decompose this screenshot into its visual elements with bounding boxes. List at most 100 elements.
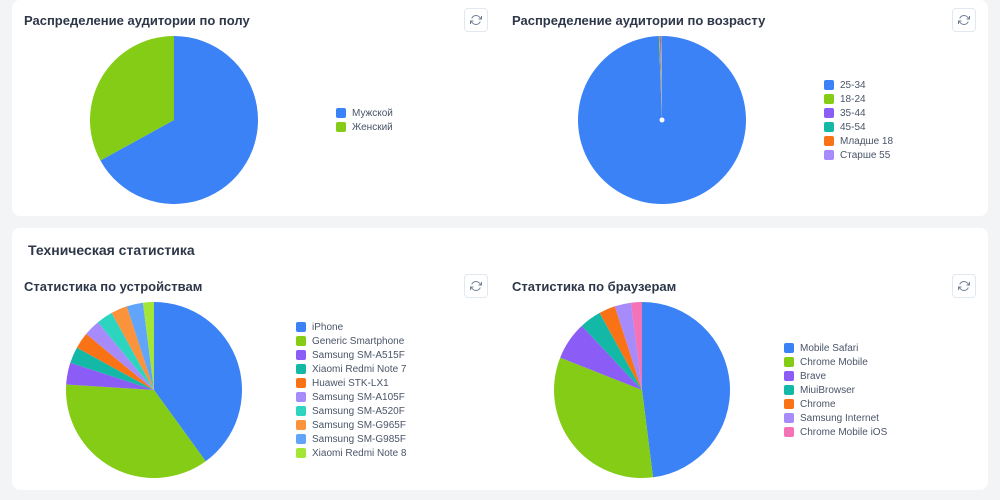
legend-label: Женский: [352, 122, 393, 133]
legend-item[interactable]: Samsung SM-A515F: [296, 350, 406, 361]
legend-item[interactable]: 35-44: [824, 108, 893, 119]
legend-label: Мужской: [352, 108, 393, 119]
legend-item[interactable]: Brave: [784, 371, 887, 382]
devices-header: Статистика по устройствам: [24, 274, 488, 298]
legend-swatch: [296, 434, 306, 444]
legend-label: Старше 55: [840, 150, 890, 161]
age-chart-body: 25-34 18-24 35-44 45-54 Младше 18 Старше 55: [512, 36, 976, 204]
legend-item[interactable]: Mobile Safari: [784, 343, 887, 354]
legend-label: Chrome Mobile iOS: [800, 427, 887, 438]
legend-swatch: [296, 336, 306, 346]
legend-swatch: [824, 108, 834, 118]
legend-swatch: [296, 350, 306, 360]
legend-item[interactable]: Xiaomi Redmi Note 7: [296, 364, 406, 375]
legend-label: Samsung SM-A520F: [312, 406, 405, 417]
refresh-icon: [470, 14, 482, 26]
legend-label: 45-54: [840, 122, 866, 133]
legend-label: Chrome: [800, 399, 836, 410]
devices-chart-body: iPhone Generic Smartphone Samsung SM-A515F…: [24, 302, 488, 478]
legend-swatch: [824, 136, 834, 146]
audience-row: Распределение аудитории по полу Мужской Ж…: [12, 0, 988, 216]
devices-refresh-button[interactable]: [464, 274, 488, 298]
legend-item[interactable]: Samsung SM-G965F: [296, 420, 406, 431]
legend-label: 25-34: [840, 80, 866, 91]
age-pie-chart: [512, 36, 812, 204]
legend-label: iPhone: [312, 322, 343, 333]
legend-item[interactable]: Женский: [336, 122, 393, 133]
age-header: Распределение аудитории по возрасту: [512, 8, 976, 32]
legend-label: Generic Smartphone: [312, 336, 404, 347]
browsers-legend: Mobile Safari Chrome Mobile Brave MiuiBrows…: [772, 340, 887, 441]
legend-item[interactable]: Samsung SM-G985F: [296, 434, 406, 445]
legend-label: 35-44: [840, 108, 866, 119]
legend-swatch: [824, 122, 834, 132]
gender-pie-chart: [24, 36, 324, 204]
legend-label: MiuiBrowser: [800, 385, 855, 396]
tech-section-title: Техническая статистика: [12, 228, 988, 266]
legend-label: Samsung SM-A515F: [312, 350, 405, 361]
legend-swatch: [296, 420, 306, 430]
gender-header: Распределение аудитории по полу: [24, 8, 488, 32]
tech-row: Статистика по устройствам iPhone Generic …: [12, 266, 988, 490]
devices-legend: iPhone Generic Smartphone Samsung SM-A515F…: [284, 319, 406, 462]
legend-swatch: [296, 392, 306, 402]
legend-swatch: [296, 448, 306, 458]
legend-item[interactable]: Huawei STK-LX1: [296, 378, 406, 389]
legend-item[interactable]: Chrome Mobile iOS: [784, 427, 887, 438]
browsers-refresh-button[interactable]: [952, 274, 976, 298]
legend-swatch: [824, 94, 834, 104]
audience-card: Распределение аудитории по полу Мужской Ж…: [12, 0, 988, 216]
browsers-header: Статистика по браузерам: [512, 274, 976, 298]
legend-label: Samsung SM-G965F: [312, 420, 406, 431]
legend-swatch: [336, 122, 346, 132]
legend-item[interactable]: Chrome: [784, 399, 887, 410]
legend-item[interactable]: Мужской: [336, 108, 393, 119]
legend-label: Xiaomi Redmi Note 7: [312, 364, 406, 375]
legend-item[interactable]: Chrome Mobile: [784, 357, 887, 368]
legend-item[interactable]: Младше 18: [824, 136, 893, 147]
legend-swatch: [784, 357, 794, 367]
gender-legend: Мужской Женский: [324, 105, 393, 136]
age-refresh-button[interactable]: [952, 8, 976, 32]
legend-item[interactable]: Samsung SM-A520F: [296, 406, 406, 417]
legend-item[interactable]: Generic Smartphone: [296, 336, 406, 347]
legend-swatch: [784, 427, 794, 437]
legend-item[interactable]: Samsung SM-A105F: [296, 392, 406, 403]
legend-swatch: [784, 385, 794, 395]
gender-panel: Распределение аудитории по полу Мужской Ж…: [12, 0, 500, 216]
legend-label: 18-24: [840, 94, 866, 105]
legend-label: Samsung Internet: [800, 413, 879, 424]
legend-swatch: [824, 150, 834, 160]
legend-swatch: [824, 80, 834, 90]
legend-item[interactable]: Samsung Internet: [784, 413, 887, 424]
gender-refresh-button[interactable]: [464, 8, 488, 32]
devices-title: Статистика по устройствам: [24, 279, 202, 294]
legend-label: Chrome Mobile: [800, 357, 868, 368]
gender-chart-body: Мужской Женский: [24, 36, 488, 204]
legend-swatch: [296, 406, 306, 416]
browsers-title: Статистика по браузерам: [512, 279, 676, 294]
devices-pie-chart: [24, 302, 284, 478]
refresh-icon: [958, 280, 970, 292]
legend-item[interactable]: 18-24: [824, 94, 893, 105]
refresh-icon: [958, 14, 970, 26]
age-legend: 25-34 18-24 35-44 45-54 Младше 18 Старше 55: [812, 77, 893, 164]
browsers-chart-body: Mobile Safari Chrome Mobile Brave MiuiBrows…: [512, 302, 976, 478]
legend-item[interactable]: iPhone: [296, 322, 406, 333]
legend-label: Huawei STK-LX1: [312, 378, 389, 389]
legend-swatch: [784, 343, 794, 353]
legend-swatch: [784, 413, 794, 423]
legend-label: Младше 18: [840, 136, 893, 147]
legend-item[interactable]: 25-34: [824, 80, 893, 91]
legend-item[interactable]: Xiaomi Redmi Note 8: [296, 448, 406, 459]
legend-swatch: [336, 108, 346, 118]
legend-item[interactable]: Старше 55: [824, 150, 893, 161]
legend-item[interactable]: MiuiBrowser: [784, 385, 887, 396]
browsers-pie-chart: [512, 302, 772, 478]
tech-card: Техническая статистика Статистика по уст…: [12, 228, 988, 490]
legend-item[interactable]: 45-54: [824, 122, 893, 133]
legend-label: Samsung SM-A105F: [312, 392, 405, 403]
gender-title: Распределение аудитории по полу: [24, 13, 250, 28]
legend-swatch: [296, 378, 306, 388]
legend-swatch: [296, 322, 306, 332]
